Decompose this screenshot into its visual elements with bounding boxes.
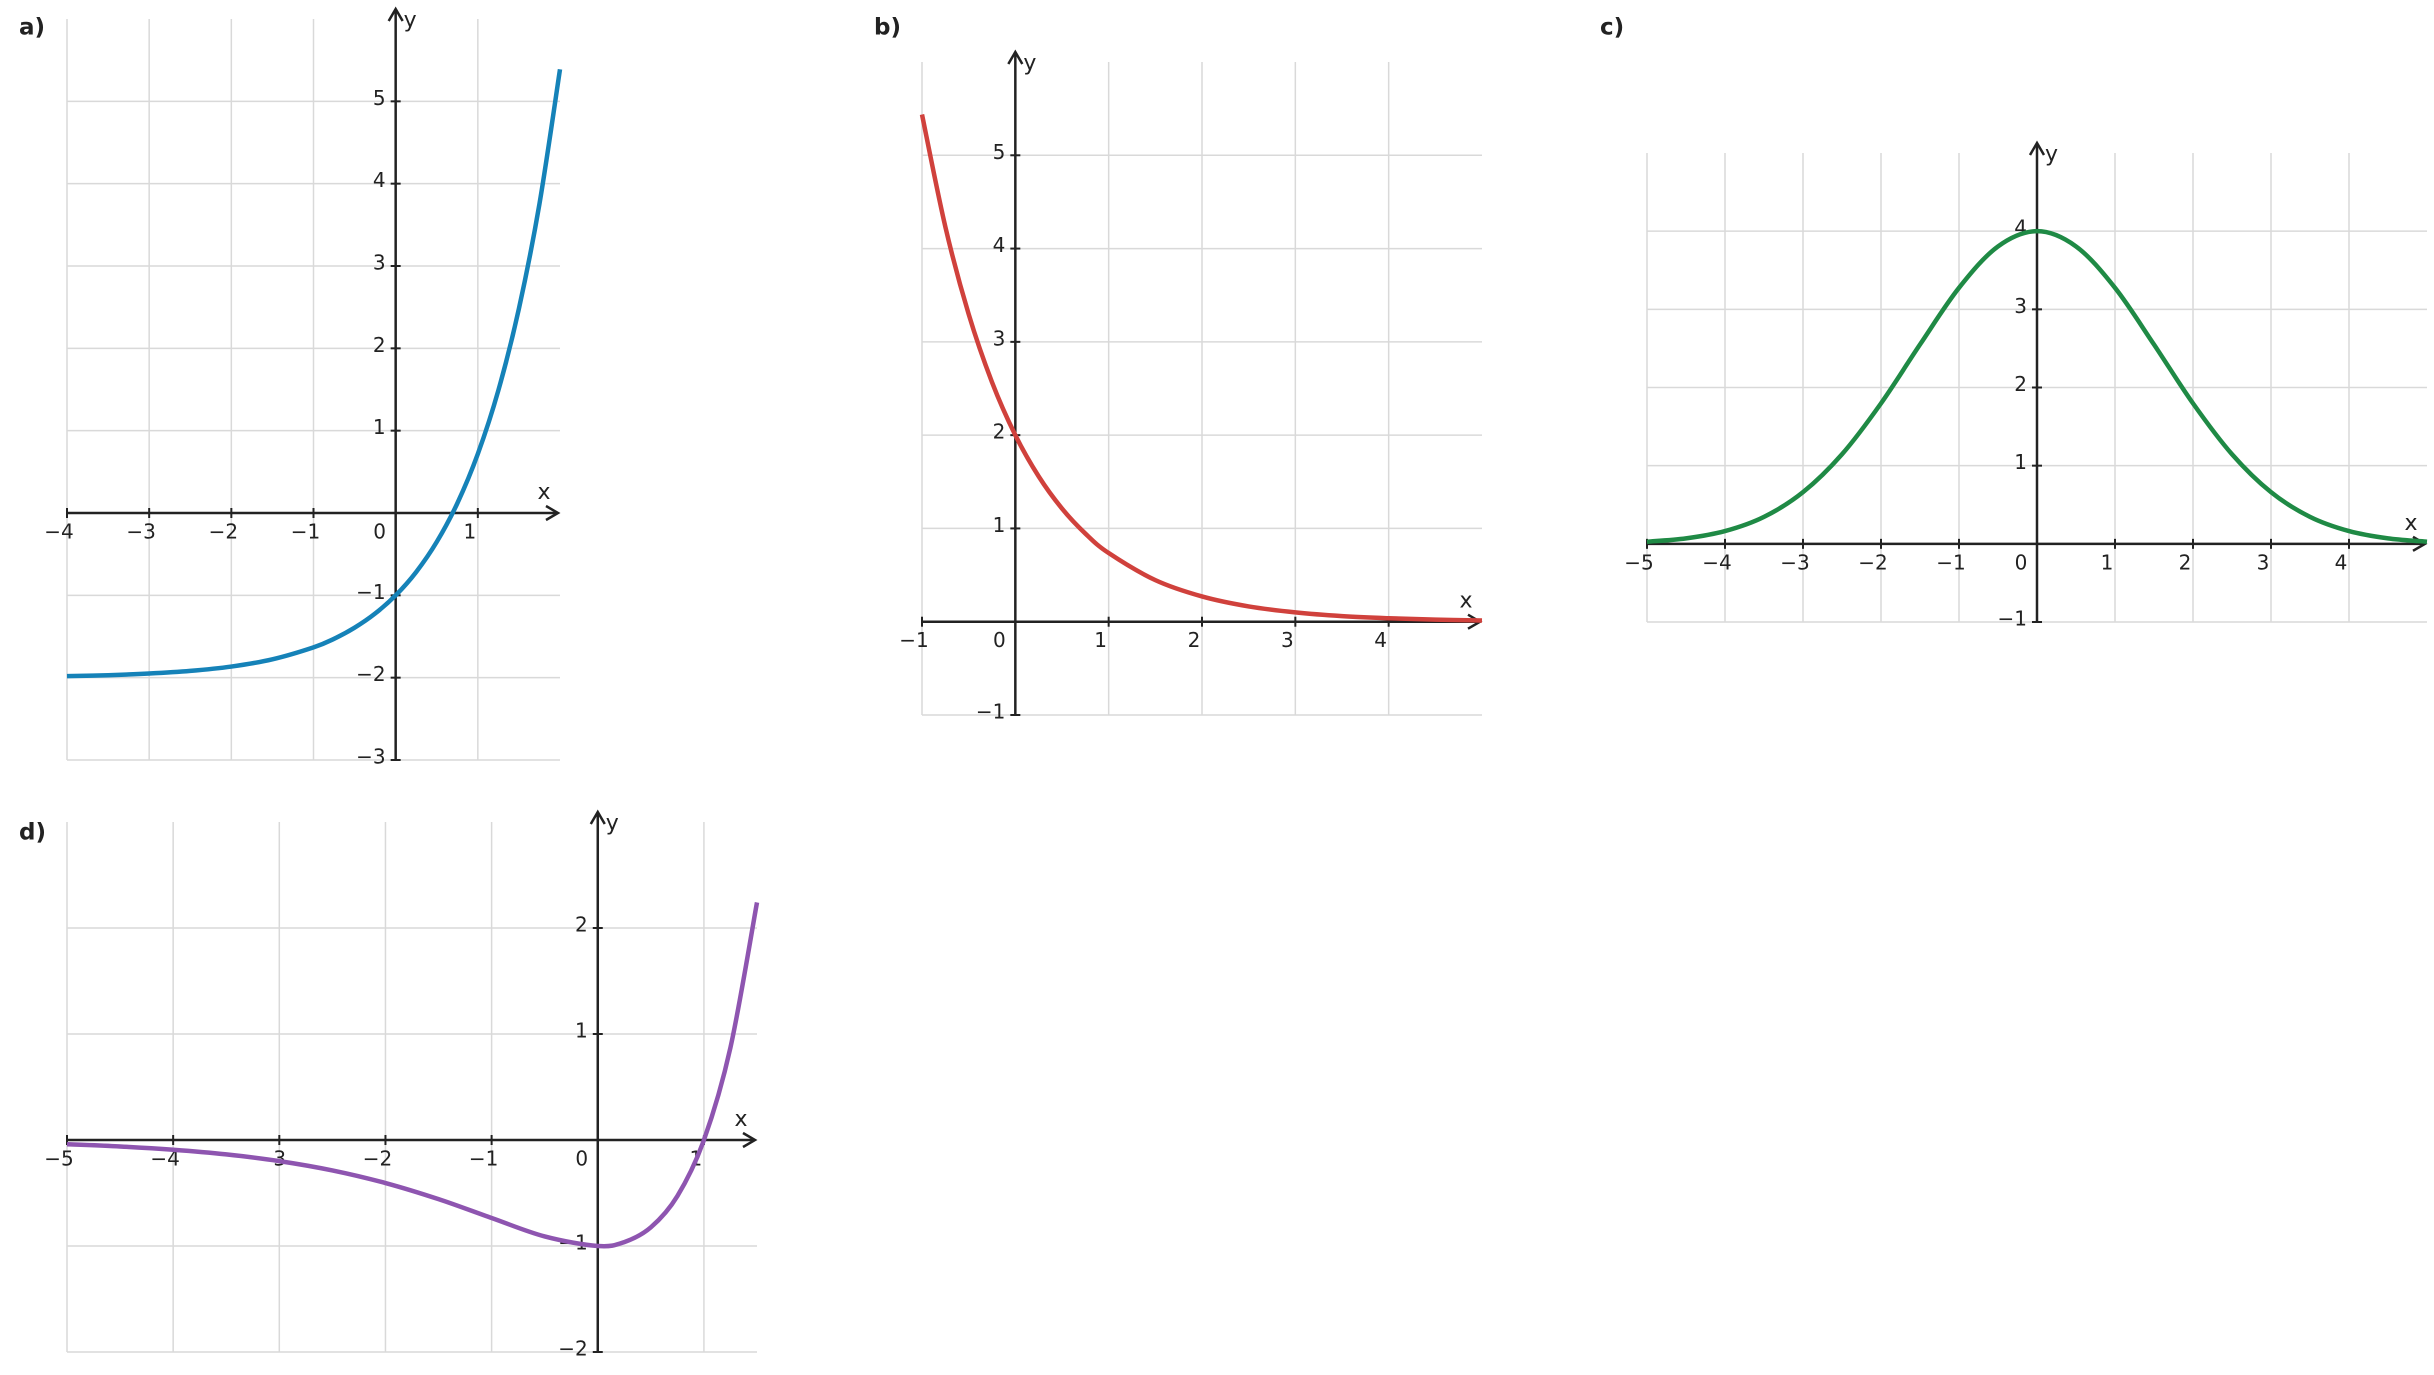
y-tick-label: 3	[2014, 294, 2027, 318]
x-tick-label: 0	[373, 520, 386, 544]
x-tick-label: 0	[2015, 550, 2028, 574]
x-tick-label: 3	[2257, 550, 2270, 574]
x-tick-label: −1	[291, 520, 320, 544]
x-tick-label: 4	[2335, 550, 2348, 574]
x-axis-label: x	[734, 1107, 747, 1132]
curve	[1646, 228, 2428, 544]
y-tick-label: 1	[2014, 450, 2027, 474]
y-tick-label: −1	[1998, 607, 2027, 631]
y-axis-label: y	[404, 8, 417, 33]
y-tick-label: 2	[373, 333, 386, 357]
curve	[66, 68, 563, 679]
x-tick-label: −1	[899, 628, 928, 652]
x-tick-label: 0	[575, 1147, 588, 1171]
x-tick-label: −2	[1858, 550, 1887, 574]
y-tick-label: −3	[356, 745, 385, 769]
x-tick-label: −3	[126, 520, 155, 544]
x-tick-label: 1	[2101, 550, 2114, 574]
y-tick-label: 2	[993, 420, 1006, 444]
y-tick-label: 5	[993, 140, 1006, 164]
y-tick-label: −2	[356, 662, 385, 686]
y-tick-label: 1	[993, 513, 1006, 537]
y-tick-label: 2	[2014, 372, 2027, 396]
x-tick-label: −4	[1702, 550, 1731, 574]
x-tick-label: −3	[1780, 550, 1809, 574]
y-tick-label: 1	[373, 415, 386, 439]
y-axis-label: y	[2045, 142, 2058, 167]
panel-label: c)	[1600, 15, 1624, 41]
y-axis-label: y	[1023, 51, 1036, 76]
x-axis-label: x	[537, 480, 550, 505]
x-tick-label: 3	[1281, 628, 1294, 652]
y-tick-label: −2	[558, 1337, 587, 1361]
y-axis-arrow	[589, 809, 606, 825]
x-tick-label: 1	[463, 520, 476, 544]
x-axis-arrow	[742, 1131, 758, 1149]
y-tick-label: 1	[575, 1019, 588, 1043]
y-tick-label: −1	[356, 580, 385, 604]
x-tick-label: 2	[2179, 550, 2192, 574]
y-tick-label: −1	[976, 700, 1005, 724]
x-tick-label: −1	[469, 1147, 498, 1171]
y-tick-label: 3	[373, 251, 386, 275]
y-tick-label: 2	[575, 913, 588, 937]
x-tick-label: −1	[1936, 550, 1965, 574]
panel-label: b)	[874, 15, 901, 41]
x-tick-label: −4	[44, 520, 73, 544]
x-tick-label: −5	[1624, 550, 1653, 574]
y-tick-label: 4	[993, 233, 1006, 257]
x-tick-label: 1	[1094, 628, 1107, 652]
x-tick-label: −2	[209, 520, 238, 544]
panel-label: a)	[19, 15, 45, 41]
x-tick-label: 0	[993, 628, 1006, 652]
y-axis-arrow	[2028, 140, 2046, 156]
panel-label: d)	[19, 820, 46, 846]
x-axis-arrow	[545, 504, 561, 522]
curve	[66, 902, 760, 1249]
curve	[919, 114, 1483, 623]
y-axis-arrow	[1007, 49, 1024, 65]
x-axis-label: x	[1459, 589, 1472, 614]
x-tick-label: 2	[1188, 628, 1201, 652]
x-tick-label: 4	[1374, 628, 1387, 652]
x-tick-label: −2	[363, 1147, 392, 1171]
y-axis-arrow	[387, 6, 404, 22]
y-tick-label: 4	[373, 168, 386, 192]
y-tick-label: 3	[993, 326, 1006, 350]
x-tick-label: −5	[44, 1147, 73, 1171]
x-axis-label: x	[2404, 511, 2417, 536]
y-tick-label: 5	[373, 86, 386, 110]
y-axis-label: y	[606, 811, 619, 836]
